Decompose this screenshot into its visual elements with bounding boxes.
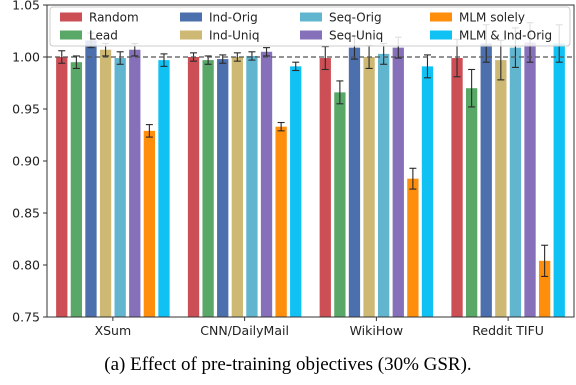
bar-2-3	[480, 43, 492, 317]
legend: Random Lead Ind-Orig Ind-Uniq Seq-Orig Seq-Un…	[49, 6, 571, 47]
error-bar-0-2	[321, 46, 329, 71]
error-bar-7-2	[423, 54, 431, 79]
error-bar-1-0	[72, 55, 80, 69]
bar-2-2	[348, 47, 361, 317]
bar-3-1	[231, 57, 243, 317]
error-bar-4-1	[248, 51, 256, 61]
legend-swatch-3	[180, 30, 202, 40]
legend-swatch-4	[300, 12, 322, 22]
legend-label-3: Ind-Uniq	[209, 29, 259, 43]
bars-layer	[56, 40, 565, 318]
x-tick-label-2: WikiHow	[350, 323, 404, 338]
error-bars-layer	[58, 22, 563, 277]
error-bar-6-3	[541, 244, 549, 277]
bar-1-1	[202, 60, 214, 318]
error-bar-6-1	[277, 121, 285, 132]
y-tick-label-2: 0.85	[12, 206, 40, 221]
error-bar-4-0	[116, 51, 124, 65]
legend-label-2: Ind-Orig	[209, 11, 258, 25]
bar-0-2	[319, 58, 331, 317]
error-bar-3-1	[233, 52, 241, 62]
bar-2-1	[217, 59, 229, 317]
bar-1-0	[70, 62, 83, 318]
error-bar-7-0	[160, 53, 168, 67]
bar-3-3	[495, 60, 507, 318]
legend-label-6: MLM solely	[459, 11, 525, 25]
plot-frame	[46, 4, 575, 318]
legend-label-5: Seq-Uniq	[329, 29, 383, 43]
bar-5-0	[129, 49, 141, 317]
bar-6-1	[275, 126, 287, 318]
bar-4-2	[378, 53, 390, 317]
error-bar-5-1	[263, 47, 271, 57]
legend-swatch-5	[300, 30, 322, 40]
bar-0-0	[56, 57, 68, 317]
bar-4-1	[246, 55, 258, 318]
bar-7-2	[421, 66, 434, 317]
legend-swatch-2	[180, 12, 202, 22]
bar-7-3	[553, 43, 565, 317]
bar-6-3	[538, 260, 551, 317]
bar-6-2	[407, 178, 419, 317]
y-tick-label-6: 1.05	[12, 0, 40, 13]
bar-0-1	[187, 57, 200, 317]
legend-swatch-6	[430, 12, 452, 22]
y-tick-label-0: 0.75	[12, 310, 40, 325]
y-tick-label-5: 1.00	[12, 50, 40, 65]
legend-label-7: MLM & Ind-Orig	[459, 29, 552, 43]
error-bar-1-3	[468, 68, 476, 108]
bar-3-0	[99, 49, 112, 317]
bar-5-1	[260, 51, 273, 318]
error-bar-1-2	[336, 80, 344, 105]
bar-1-2	[334, 92, 346, 317]
error-bar-0-0	[58, 50, 66, 64]
axes-layer: 0.75 0.80 0.85 0.90 0.95 1.00 1.05 XSum CNN/Dail…	[12, 0, 575, 338]
y-tick-label-1: 0.80	[12, 258, 40, 273]
bar-5-2	[392, 47, 404, 317]
x-tick-label-3: Reddit TIFU	[472, 323, 544, 338]
legend-swatch-1	[60, 30, 82, 40]
x-tick-label-1: CNN/DailyMail	[200, 323, 289, 338]
x-tick-label-0: XSum	[95, 323, 132, 338]
legend-label-1: Lead	[89, 29, 118, 43]
error-bar-2-1	[219, 54, 227, 64]
legend-label-4: Seq-Orig	[329, 11, 382, 25]
legend-swatch-7	[430, 30, 452, 40]
bar-0-3	[451, 58, 463, 317]
y-tick-label-3: 0.90	[12, 154, 40, 169]
figure-caption: (a) Effect of pre-training objectives (3…	[104, 354, 471, 375]
legend-label-0: Random	[89, 11, 139, 25]
bar-5-3	[524, 42, 536, 317]
bar-4-0	[114, 58, 126, 317]
bar-2-0	[85, 40, 97, 318]
bar-7-0	[158, 60, 170, 318]
error-bar-7-1	[292, 61, 300, 72]
bar-6-0	[143, 130, 156, 317]
bar-3-2	[363, 57, 375, 317]
bar-4-3	[509, 47, 522, 317]
bar-7-1	[290, 66, 302, 317]
legend-swatch-0	[60, 12, 82, 22]
bar-1-3	[465, 88, 478, 317]
error-bar-6-0	[145, 124, 153, 138]
y-tick-label-4: 0.95	[12, 102, 40, 117]
error-bar-6-2	[409, 167, 417, 190]
